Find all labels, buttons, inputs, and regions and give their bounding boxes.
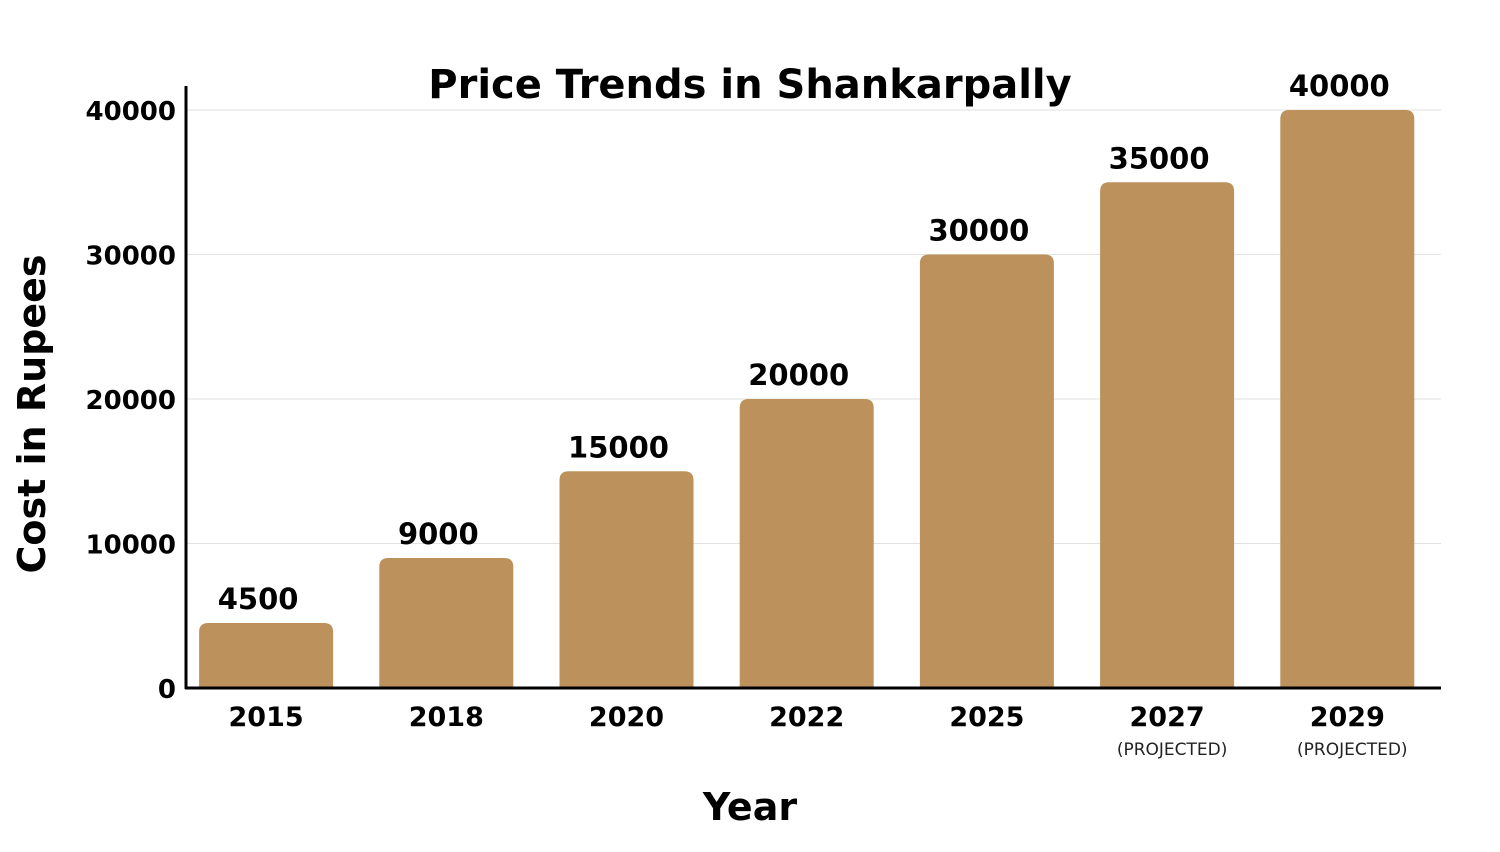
chart-title: Price Trends in Shankarpally bbox=[428, 62, 1071, 108]
y-tick-label: 0 bbox=[158, 675, 176, 705]
y-tick-label: 10000 bbox=[86, 531, 176, 561]
data-label: 20000 bbox=[748, 358, 849, 392]
y-tick-label: 40000 bbox=[86, 97, 176, 127]
bar-2025 bbox=[919, 254, 1054, 688]
data-label: 4500 bbox=[218, 582, 299, 616]
x-tick-label: 2018 bbox=[409, 702, 484, 733]
x-tick-label: 2025 bbox=[949, 702, 1024, 733]
x-tick-label: 2027 bbox=[1130, 702, 1205, 733]
bars bbox=[199, 110, 1415, 688]
x-tick-label: 2020 bbox=[589, 702, 664, 733]
y-tick-label: 30000 bbox=[86, 242, 176, 272]
y-tick-label: 20000 bbox=[86, 386, 176, 416]
x-tick-label: 2022 bbox=[769, 702, 844, 733]
data-label: 40000 bbox=[1289, 69, 1390, 103]
bar-2015 bbox=[199, 622, 334, 688]
y-axis-ticks: 0 10000 20000 30000 40000 bbox=[86, 97, 176, 705]
bar-2027 bbox=[1100, 182, 1235, 688]
data-label: 30000 bbox=[928, 214, 1029, 248]
data-label: 15000 bbox=[568, 430, 669, 464]
bar-2022 bbox=[739, 399, 874, 688]
x-axis-ticks: 2015 2018 2020 2022 2025 2027 (PROJECTED) 2029 (… bbox=[229, 702, 1408, 760]
x-tick-note: (PROJECTED) bbox=[1117, 740, 1228, 760]
bar-2018 bbox=[379, 557, 514, 688]
data-label: 35000 bbox=[1109, 141, 1210, 175]
y-axis-title: Cost in Rupees bbox=[10, 255, 54, 574]
x-tick-label: 2015 bbox=[229, 702, 304, 733]
data-label: 9000 bbox=[398, 517, 479, 551]
x-tick-note: (PROJECTED) bbox=[1297, 740, 1408, 760]
data-labels: 4500 9000 15000 20000 30000 35000 40000 bbox=[218, 69, 1390, 616]
x-axis-title: Year bbox=[702, 785, 797, 829]
bar-2029 bbox=[1280, 110, 1415, 688]
x-tick-label: 2029 bbox=[1310, 702, 1385, 733]
bar-2020 bbox=[559, 471, 694, 688]
